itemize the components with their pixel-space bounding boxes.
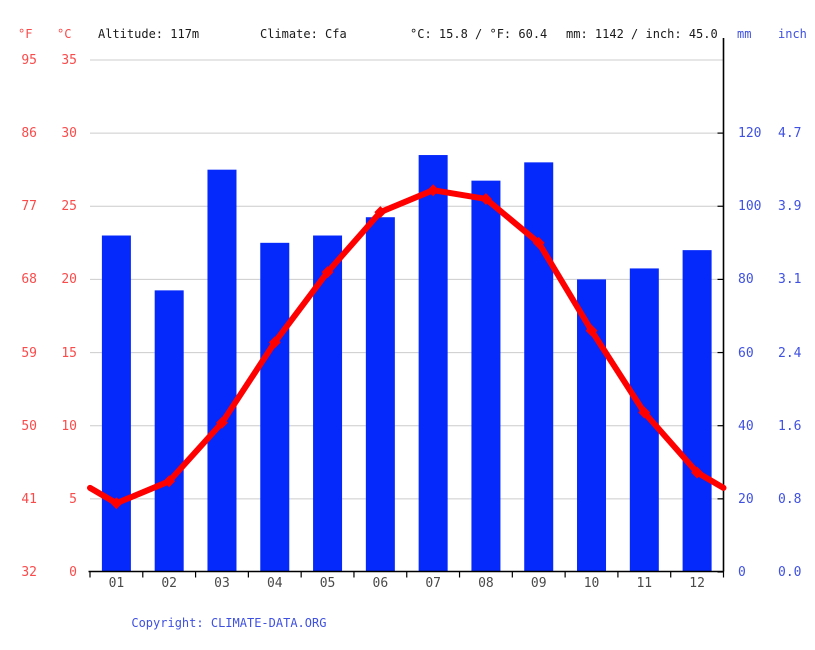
temperature-point (585, 324, 598, 337)
precipitation-bar (524, 162, 554, 572)
month-label: 05 (319, 576, 336, 591)
month-label: 07 (425, 576, 441, 591)
inch-unit-label: inch (778, 27, 807, 41)
mm-axis-tick-label: 0 (738, 565, 746, 580)
chart-canvas (87, 38, 727, 578)
month-label: 12 (689, 576, 705, 591)
c-axis-tick-label: 5 (69, 491, 77, 507)
precipitation-bar (682, 250, 712, 572)
precipitation-bar (154, 290, 184, 572)
f-axis-tick-label: 50 (21, 418, 37, 434)
mm-axis-tick-label: 20 (738, 491, 754, 507)
c-axis-tick-label: 25 (61, 199, 77, 215)
inch-axis-tick-label: 0.0 (778, 565, 802, 580)
month-label: 06 (372, 576, 389, 591)
inch-axis-tick-label: 3.9 (778, 199, 802, 215)
c-axis-tick-label: 10 (61, 418, 77, 434)
precipitation-bar (471, 180, 501, 572)
precipitation-bar (207, 169, 237, 572)
inch-axis-tick-label: 1.6 (778, 418, 802, 434)
footer: Copyright: CLIMATE-DATA.ORG (88, 593, 326, 650)
mean-temperature-label: °C: 15.8 / °F: 60.4 (410, 27, 548, 41)
precipitation-bar (418, 155, 448, 572)
temperature-point (110, 497, 123, 510)
temperature-point (427, 184, 440, 197)
c-axis-tick-label: 35 (61, 53, 77, 68)
fahrenheit-unit-label: °F (18, 27, 33, 41)
precipitation-bar (313, 235, 343, 572)
month-label: 01 (108, 576, 125, 591)
month-label: 08 (478, 576, 494, 591)
temperature-point (321, 266, 334, 279)
c-axis-tick-label: 15 (61, 345, 77, 361)
mm-unit-label: mm (737, 27, 752, 41)
month-label: 09 (530, 576, 547, 591)
temperature-point (532, 236, 545, 249)
month-label: 04 (266, 576, 283, 591)
temperature-point (268, 336, 281, 349)
month-label: 02 (161, 576, 178, 591)
f-axis-tick-label: 68 (21, 272, 37, 288)
temperature-point (215, 416, 228, 429)
temperature-point (479, 192, 492, 205)
precipitation-bar (101, 235, 131, 572)
f-axis-tick-label: 77 (21, 199, 37, 215)
f-axis-tick-label: 86 (21, 126, 37, 142)
mm-axis-tick-label: 40 (738, 418, 754, 434)
temperature-point (374, 206, 387, 219)
climate-chart: °F °C Altitude: 117m Climate: Cfa °C: 15… (18, 27, 807, 630)
celsius-unit-label: °C (57, 27, 72, 41)
inch-axis-tick-label: 0.8 (778, 491, 802, 507)
climate-class-label: Climate: Cfa (260, 27, 347, 41)
inch-axis-tick-label: 2.4 (778, 345, 802, 361)
temperature-point (163, 475, 176, 488)
f-axis-tick-label: 95 (21, 53, 37, 68)
c-axis-tick-label: 0 (69, 565, 77, 580)
f-axis-tick-label: 32 (21, 565, 37, 580)
precipitation-bar (365, 217, 395, 572)
mm-axis-tick-label: 80 (738, 272, 754, 288)
temperature-line (87, 187, 727, 507)
climate-data-org-link[interactable]: CLIMATE-DATA.ORG (210, 616, 327, 630)
annual-precipitation-label: mm: 1142 / inch: 45.0 (566, 27, 718, 41)
month-label: 10 (583, 576, 600, 591)
temperature-point (691, 466, 704, 479)
month-label: 03 (214, 576, 230, 591)
inch-axis-tick-label: 4.7 (778, 126, 802, 142)
precipitation-bar (577, 279, 607, 572)
copyright-label: Copyright: (131, 616, 211, 630)
precipitation-bar (260, 242, 290, 572)
altitude-label: Altitude: 117m (98, 27, 200, 41)
mm-axis-tick-label: 60 (738, 345, 754, 361)
mm-axis-tick-label: 120 (738, 126, 762, 142)
month-label: 11 (636, 576, 653, 591)
c-axis-tick-label: 30 (61, 126, 77, 142)
c-axis-tick-label: 20 (61, 272, 77, 288)
f-axis-tick-label: 41 (21, 491, 37, 507)
inch-axis-tick-label: 3.1 (778, 272, 802, 288)
f-axis-tick-label: 59 (21, 345, 37, 361)
mm-axis-tick-label: 100 (738, 199, 762, 215)
temperature-point (638, 406, 651, 419)
